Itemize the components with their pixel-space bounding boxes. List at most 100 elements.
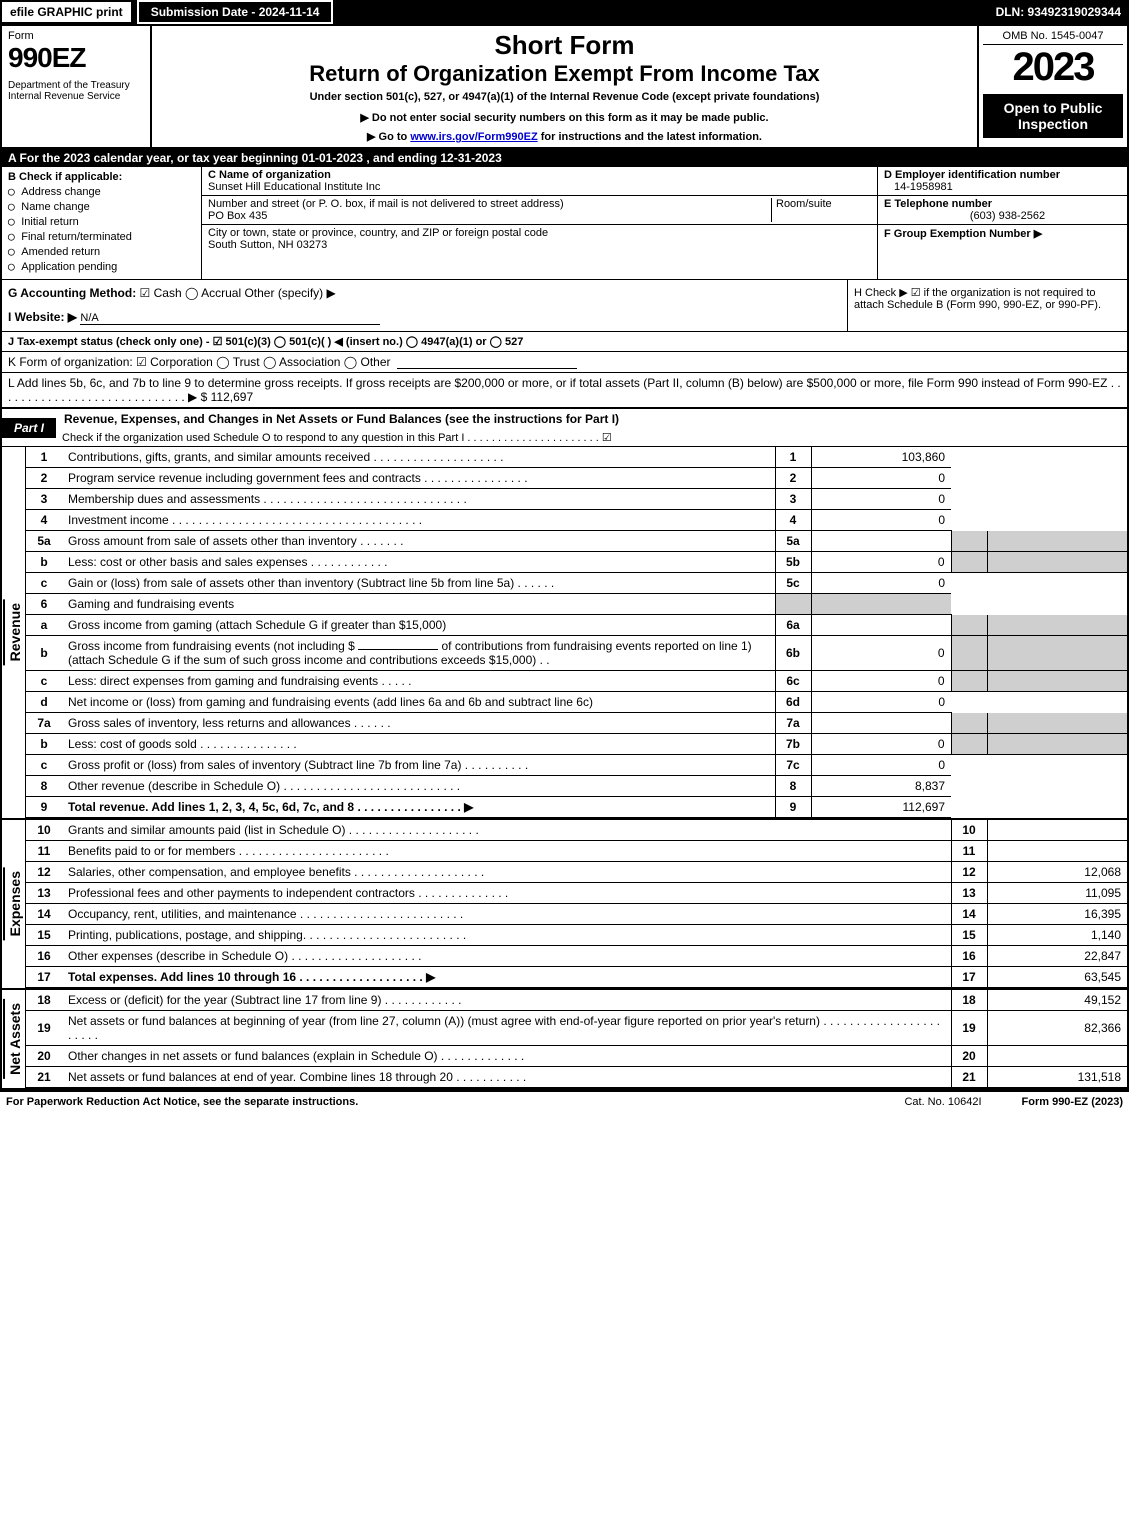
- row-a: A For the 2023 calendar year, or tax yea…: [2, 149, 1127, 167]
- line-15: 15Printing, publications, postage, and s…: [26, 925, 1127, 946]
- line-6: 6Gaming and fundraising events: [26, 594, 1127, 615]
- d-label: D Employer identification number: [884, 169, 1060, 181]
- room-label: Room/suite: [776, 198, 832, 210]
- line-1: 1Contributions, gifts, grants, and simil…: [26, 447, 1127, 468]
- h-box: H Check ▶ ☑ if the organization is not r…: [847, 280, 1127, 331]
- part1-title: Revenue, Expenses, and Changes in Net As…: [56, 409, 1127, 429]
- chk-address-change[interactable]: ◯ Address change: [8, 185, 195, 198]
- open-inspection: Open to Public Inspection: [983, 94, 1123, 138]
- line-20: 20Other changes in net assets or fund ba…: [26, 1046, 1127, 1067]
- line-6c: cLess: direct expenses from gaming and f…: [26, 671, 1127, 692]
- header-right: OMB No. 1545-0047 2023 Open to Public In…: [977, 26, 1127, 147]
- chk-application-pending[interactable]: ◯ Application pending: [8, 260, 195, 273]
- line-21: 21Net assets or fund balances at end of …: [26, 1067, 1127, 1088]
- row-j: J Tax-exempt status (check only one) - ☑…: [2, 332, 1127, 352]
- line-7a: 7aGross sales of inventory, less returns…: [26, 713, 1127, 734]
- netassets-vlabel: Net Assets: [3, 999, 25, 1079]
- expenses-vlabel: Expenses: [3, 867, 25, 940]
- revenue-vlabel: Revenue: [3, 599, 25, 665]
- goto-post: for instructions and the latest informat…: [538, 131, 762, 143]
- form-label: Form: [8, 30, 144, 42]
- form-number: 990EZ: [8, 42, 144, 74]
- g-cash[interactable]: ☑ Cash: [140, 286, 182, 300]
- submission-date: Submission Date - 2024-11-14: [137, 0, 334, 24]
- line-16: 16Other expenses (describe in Schedule O…: [26, 946, 1127, 967]
- i-label: I Website: ▶: [8, 310, 77, 324]
- line-5b: bLess: cost or other basis and sales exp…: [26, 552, 1127, 573]
- line-5a: 5aGross amount from sale of assets other…: [26, 531, 1127, 552]
- expenses-section: Expenses 10Grants and similar amounts pa…: [2, 820, 1127, 990]
- under-section: Under section 501(c), 527, or 4947(a)(1)…: [158, 91, 971, 103]
- row-k: K Form of organization: ☑ Corporation ◯ …: [2, 352, 1127, 373]
- return-title: Return of Organization Exempt From Incom…: [158, 61, 971, 87]
- line-6b: bGross income from fundraising events (n…: [26, 636, 1127, 671]
- line-7b: bLess: cost of goods sold . . . . . . . …: [26, 734, 1127, 755]
- goto-pre: ▶ Go to: [367, 131, 410, 143]
- short-form-title: Short Form: [158, 30, 971, 61]
- section-b-row: B Check if applicable: ◯ Address change …: [2, 167, 1127, 280]
- dln: DLN: 93492319029344: [988, 2, 1129, 22]
- line-13: 13Professional fees and other payments t…: [26, 883, 1127, 904]
- part1-chk: Check if the organization used Schedule …: [56, 429, 1127, 446]
- g-other[interactable]: Other (specify) ▶: [244, 286, 335, 300]
- line-18: 18Excess or (deficit) for the year (Subt…: [26, 990, 1127, 1011]
- g-accrual[interactable]: ◯ Accrual: [185, 286, 241, 300]
- street-label: Number and street (or P. O. box, if mail…: [208, 198, 564, 210]
- e-label: E Telephone number: [884, 198, 992, 210]
- irs-link[interactable]: www.irs.gov/Form990EZ: [410, 131, 537, 143]
- line-14: 14Occupancy, rent, utilities, and mainte…: [26, 904, 1127, 925]
- efile-print-button[interactable]: efile GRAPHIC print: [0, 0, 133, 24]
- revenue-section: Revenue 1Contributions, gifts, grants, a…: [2, 447, 1127, 820]
- line-11: 11Benefits paid to or for members . . . …: [26, 841, 1127, 862]
- g-label: G Accounting Method:: [8, 286, 136, 300]
- city-label: City or town, state or province, country…: [208, 227, 548, 239]
- line-6a: aGross income from gaming (attach Schedu…: [26, 615, 1127, 636]
- row-l: L Add lines 5b, 6c, and 7b to line 9 to …: [2, 373, 1127, 409]
- part1-header: Part I Revenue, Expenses, and Changes in…: [2, 409, 1127, 447]
- ein-val: 14-1958981: [884, 181, 1121, 193]
- chk-name-change[interactable]: ◯ Name change: [8, 200, 195, 213]
- website-val: N/A: [80, 312, 380, 325]
- line-4: 4Investment income . . . . . . . . . . .…: [26, 510, 1127, 531]
- footer-cat: Cat. No. 10642I: [904, 1096, 981, 1108]
- header-left: Form 990EZ Department of the Treasury In…: [2, 26, 152, 147]
- line-5c: cGain or (loss) from sale of assets othe…: [26, 573, 1127, 594]
- city-val: South Sutton, NH 03273: [208, 239, 327, 251]
- chk-initial-return[interactable]: ◯ Initial return: [8, 215, 195, 228]
- section-c: C Name of organization Sunset Hill Educa…: [202, 167, 877, 279]
- top-bar: efile GRAPHIC print Submission Date - 20…: [0, 0, 1129, 24]
- line-19: 19Net assets or fund balances at beginni…: [26, 1011, 1127, 1046]
- section-b-left: B Check if applicable: ◯ Address change …: [2, 167, 202, 279]
- org-name: Sunset Hill Educational Institute Inc: [208, 181, 380, 193]
- f-label: F Group Exemption Number ▶: [884, 228, 1042, 240]
- line-8: 8Other revenue (describe in Schedule O) …: [26, 776, 1127, 797]
- phone-val: (603) 938-2562: [884, 210, 1121, 222]
- tax-year: 2023: [983, 45, 1123, 90]
- omb-number: OMB No. 1545-0047: [983, 30, 1123, 45]
- line-12: 12Salaries, other compensation, and empl…: [26, 862, 1127, 883]
- line-9: 9Total revenue. Add lines 1, 2, 3, 4, 5c…: [26, 797, 1127, 818]
- l-text: L Add lines 5b, 6c, and 7b to line 9 to …: [8, 376, 1121, 404]
- dept-label: Department of the Treasury Internal Reve…: [8, 80, 144, 102]
- line-6d: dNet income or (loss) from gaming and fu…: [26, 692, 1127, 713]
- footer-left: For Paperwork Reduction Act Notice, see …: [6, 1096, 358, 1108]
- netassets-section: Net Assets 18Excess or (deficit) for the…: [2, 990, 1127, 1090]
- do-not-enter: ▶ Do not enter social security numbers o…: [158, 111, 971, 124]
- l-amt: 112,697: [211, 390, 254, 404]
- line-2: 2Program service revenue including gover…: [26, 468, 1127, 489]
- b-header: B Check if applicable:: [8, 171, 195, 183]
- footer-right: Form 990-EZ (2023): [1022, 1096, 1123, 1108]
- line-10: 10Grants and similar amounts paid (list …: [26, 820, 1127, 841]
- chk-final-return[interactable]: ◯ Final return/terminated: [8, 230, 195, 243]
- header-center: Short Form Return of Organization Exempt…: [152, 26, 977, 147]
- c-label: C Name of organization: [208, 169, 331, 181]
- form-header: Form 990EZ Department of the Treasury In…: [2, 26, 1127, 149]
- street-val: PO Box 435: [208, 210, 267, 222]
- chk-amended-return[interactable]: ◯ Amended return: [8, 245, 195, 258]
- form-container: Form 990EZ Department of the Treasury In…: [0, 24, 1129, 1092]
- line-17: 17Total expenses. Add lines 10 through 1…: [26, 967, 1127, 988]
- section-def: D Employer identification number 14-1958…: [877, 167, 1127, 279]
- section-gh: G Accounting Method: ☑ Cash ◯ Accrual Ot…: [2, 280, 1127, 332]
- line-3: 3Membership dues and assessments . . . .…: [26, 489, 1127, 510]
- footer: For Paperwork Reduction Act Notice, see …: [0, 1092, 1129, 1112]
